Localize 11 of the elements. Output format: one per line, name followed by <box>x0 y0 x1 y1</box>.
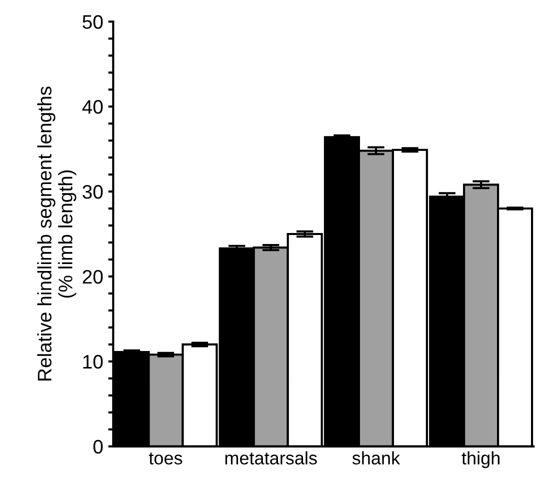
y-tick-label: 20 <box>82 270 103 284</box>
y-tick-label: 50 <box>82 15 103 29</box>
x-tick-label: metatarsals <box>225 451 317 465</box>
x-tick-label: thigh <box>462 451 500 468</box>
y-tick-label: 0 <box>93 440 103 454</box>
x-tick-label: shank <box>352 451 400 465</box>
x-tick-label: toes <box>148 452 182 465</box>
y-tick-label: 10 <box>83 354 103 369</box>
y-axis-title: Relative hindlimb segment lengths (% limb length) <box>37 86 76 380</box>
y-tick-label: 30 <box>82 184 103 199</box>
y-tick-label: 40 <box>82 100 103 114</box>
